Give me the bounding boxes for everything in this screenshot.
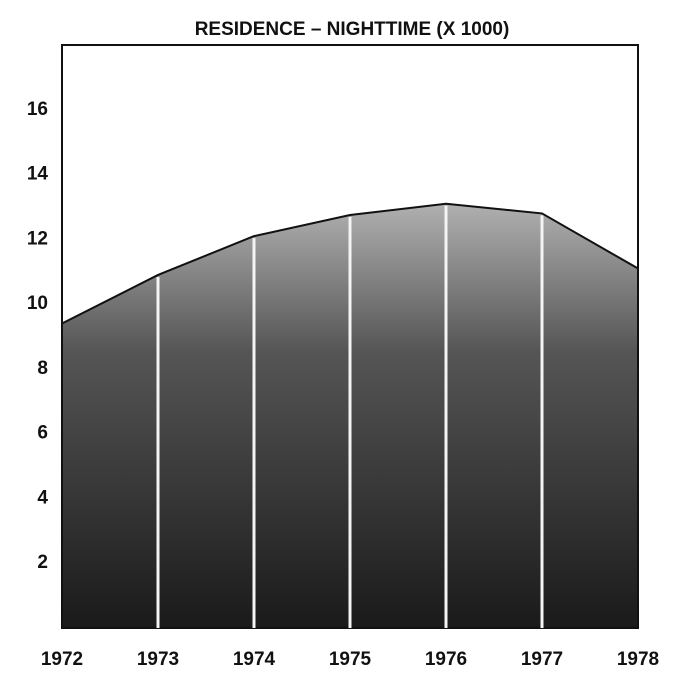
y-tick-label: 8	[37, 358, 48, 379]
y-tick-label: 10	[27, 293, 48, 314]
x-tick-label: 1975	[329, 649, 372, 670]
x-tick-label: 1977	[521, 649, 563, 670]
x-tick-label: 1974	[233, 649, 276, 670]
y-tick-label: 2	[37, 552, 48, 573]
y-tick-label: 14	[27, 164, 49, 185]
x-tick-label: 1976	[425, 649, 467, 670]
y-tick-label: 6	[37, 423, 48, 444]
x-tick-label: 1973	[137, 649, 179, 670]
chart-title: RESIDENCE – NIGHTTIME (X 1000)	[195, 19, 510, 40]
y-tick-label: 16	[27, 99, 48, 120]
y-tick-label: 4	[37, 487, 48, 508]
y-tick-label: 12	[27, 228, 48, 249]
x-tick-label: 1978	[617, 649, 659, 670]
x-tick-label: 1972	[41, 649, 83, 670]
